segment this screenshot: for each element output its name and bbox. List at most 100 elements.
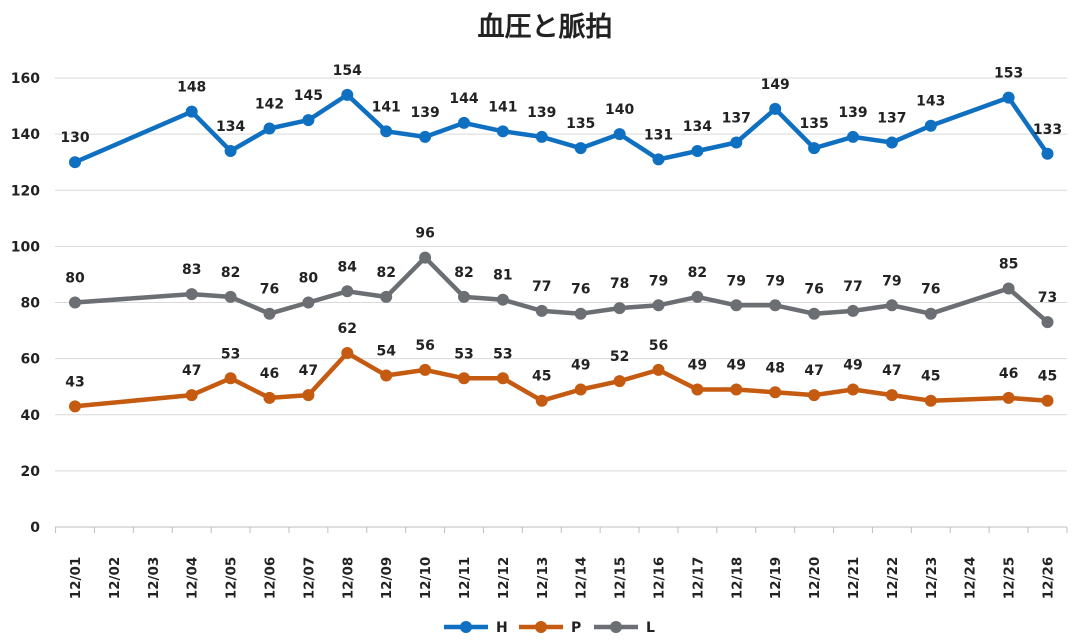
data-point-L (224, 290, 237, 303)
data-label-H: 139 (838, 105, 867, 121)
data-label-P: 56 (415, 338, 434, 354)
data-label-H: 134 (683, 119, 712, 135)
data-point-H (924, 119, 937, 132)
data-point-H (1041, 147, 1054, 160)
data-label-L: 76 (260, 282, 279, 298)
data-point-P (730, 383, 743, 396)
data-point-H (691, 144, 704, 157)
data-label-L: 76 (571, 282, 590, 298)
data-label-P: 54 (376, 343, 396, 359)
data-point-H (847, 130, 859, 143)
data-point-H (69, 156, 81, 169)
data-point-L (458, 290, 470, 303)
x-tick-label: 12/12 (496, 557, 512, 600)
data-label-P: 49 (843, 357, 862, 373)
x-tick-label: 12/17 (690, 557, 706, 600)
data-label-H: 135 (566, 116, 595, 132)
x-tick-label: 12/23 (924, 557, 940, 600)
data-label-P: 53 (493, 346, 512, 362)
y-tick-label: 140 (11, 127, 40, 143)
x-tick-label: 12/19 (768, 557, 784, 600)
data-label-H: 140 (605, 102, 634, 118)
data-label-L: 79 (765, 273, 784, 289)
data-label-L: 81 (493, 268, 512, 284)
y-tick-label: 0 (30, 520, 40, 536)
legend-marker-L (610, 621, 622, 633)
data-label-P: 45 (532, 369, 551, 385)
data-point-P (808, 389, 821, 402)
data-label-L: 82 (688, 265, 707, 281)
data-point-P (341, 347, 354, 360)
data-point-L (341, 285, 354, 298)
x-tick-label: 12/11 (457, 557, 473, 600)
data-label-L: 76 (921, 282, 940, 298)
data-point-L (419, 251, 432, 264)
data-label-L: 79 (882, 273, 901, 289)
data-label-P: 47 (182, 363, 201, 379)
data-point-H (185, 105, 198, 118)
data-label-H: 133 (1033, 122, 1062, 138)
data-label-L: 80 (65, 271, 85, 287)
data-point-L (652, 299, 665, 312)
x-tick-label: 12/18 (729, 557, 745, 600)
x-tick-label: 12/04 (185, 557, 201, 600)
data-point-P (574, 383, 587, 396)
data-label-L: 80 (299, 271, 319, 287)
data-label-H: 141 (372, 99, 401, 115)
data-label-H: 135 (799, 116, 828, 132)
data-label-L: 79 (649, 273, 668, 289)
data-point-H (885, 136, 898, 149)
data-label-L: 82 (221, 265, 240, 281)
data-label-H: 139 (527, 105, 556, 121)
data-label-P: 45 (1038, 369, 1057, 385)
data-label-H: 145 (294, 88, 323, 104)
data-label-L: 84 (338, 259, 358, 275)
y-tick-label: 20 (21, 464, 41, 480)
data-label-L: 96 (415, 226, 434, 242)
x-tick-label: 12/26 (1041, 557, 1057, 600)
data-label-H: 148 (177, 80, 206, 96)
data-label-P: 53 (454, 346, 473, 362)
axes: 0 20 40 60 80 100 120 140 160 12/01 12/02 12/03 12/0… (11, 71, 1068, 600)
data-point-L (1002, 282, 1015, 295)
data-label-H: 143 (916, 94, 945, 110)
x-tick-label: 12/24 (963, 557, 979, 600)
data-label-H: 153 (994, 66, 1023, 82)
x-tick-label: 12/21 (846, 557, 862, 600)
data-point-P (419, 363, 432, 376)
data-label-L: 77 (843, 279, 862, 295)
data-point-L (496, 293, 509, 306)
data-label-L: 85 (999, 256, 1018, 272)
data-point-H (224, 144, 237, 157)
data-point-H (769, 102, 782, 115)
data-point-P (924, 394, 937, 407)
data-point-P (263, 391, 276, 404)
data-point-H (574, 142, 587, 155)
x-tick-label: 12/05 (224, 557, 240, 600)
y-tick-label: 160 (11, 71, 40, 87)
data-label-P: 47 (299, 363, 318, 379)
data-point-L (69, 296, 81, 309)
legend-label-H: H (496, 620, 508, 636)
data-point-L (574, 307, 587, 320)
data-labels: 130 148 134 142 145 154 141 139 144 141 139 135 140 1… (60, 63, 1062, 390)
data-point-H (1002, 91, 1015, 104)
data-point-P (1041, 394, 1054, 407)
data-label-L: 83 (182, 262, 201, 278)
y-tick-label: 100 (11, 239, 40, 255)
y-tick-label: 120 (11, 183, 40, 199)
x-tick-label: 12/13 (535, 557, 551, 600)
data-point-L (730, 299, 743, 312)
data-label-P: 43 (65, 374, 84, 390)
data-point-L (924, 307, 937, 320)
data-point-P (535, 394, 548, 407)
data-point-L (1041, 316, 1054, 329)
x-tick-label: 12/14 (574, 557, 590, 600)
y-tick-label: 80 (21, 296, 41, 312)
data-label-H: 137 (722, 111, 751, 127)
data-point-P (69, 400, 81, 413)
data-label-H: 149 (761, 77, 790, 93)
data-label-L: 82 (454, 265, 473, 281)
data-point-L (808, 307, 821, 320)
